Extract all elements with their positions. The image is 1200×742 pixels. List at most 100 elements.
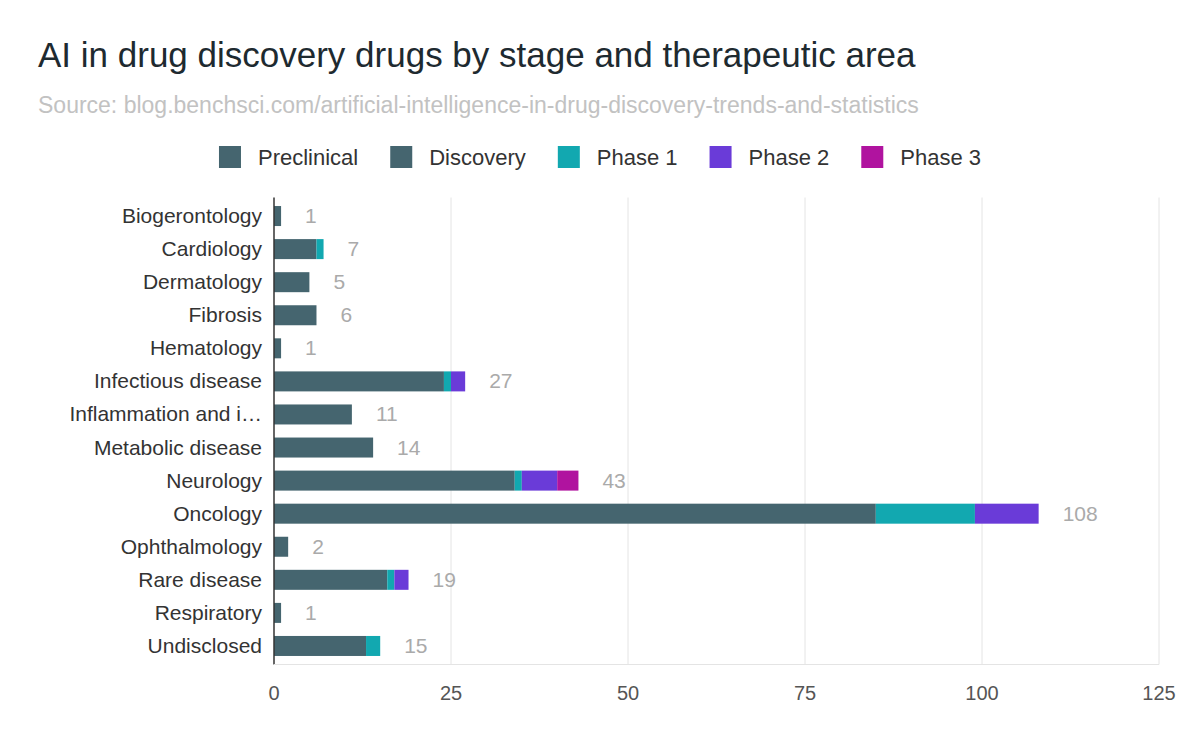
- total-label: 108: [1063, 502, 1098, 525]
- bar-segment: [380, 636, 381, 656]
- bar-segment: [876, 504, 975, 524]
- bar-segment: [288, 537, 289, 557]
- bar-segment: [380, 636, 381, 656]
- total-label: 43: [602, 469, 625, 492]
- bar-segment: [351, 404, 352, 424]
- bar-segment: [281, 338, 282, 358]
- legend-label: Phase 1: [597, 145, 678, 170]
- bar-segment: [274, 206, 281, 226]
- total-label: 14: [397, 436, 421, 459]
- total-label: 2: [312, 535, 324, 558]
- bar-segment: [281, 206, 282, 226]
- category-label: Fibrosis: [188, 303, 262, 326]
- bar-segment: [274, 438, 373, 458]
- bar-segment: [309, 272, 310, 292]
- total-label: 1: [305, 204, 317, 227]
- legend-label: Preclinical: [258, 145, 358, 170]
- bar-segment: [309, 272, 310, 292]
- bar-segment: [323, 239, 324, 259]
- bar-segment: [316, 305, 317, 325]
- bar-segment: [351, 404, 352, 424]
- bar-segment: [281, 338, 282, 358]
- legend-swatch: [219, 146, 241, 168]
- bar-segment: [274, 239, 316, 259]
- bar-segment: [274, 570, 387, 590]
- bar-segment: [1038, 504, 1039, 524]
- total-label: 19: [433, 568, 456, 591]
- bar-segment: [281, 206, 282, 226]
- bar-segment: [288, 537, 289, 557]
- bar-segment: [408, 570, 409, 590]
- category-label: Biogerontology: [122, 204, 263, 227]
- bar-segment: [281, 338, 282, 358]
- grid-line: [628, 198, 629, 665]
- tick-label: 100: [965, 682, 998, 704]
- tick-label: 25: [440, 682, 462, 704]
- legend-swatch: [390, 146, 412, 168]
- bar-segment: [316, 239, 323, 259]
- tick-label: 75: [794, 682, 816, 704]
- tick-label: 50: [617, 682, 639, 704]
- bar-segment: [281, 206, 282, 226]
- bar-segment: [373, 438, 374, 458]
- legend-swatch: [710, 146, 732, 168]
- bar-segment: [522, 471, 557, 491]
- total-label: 7: [348, 237, 360, 260]
- axis-line: [274, 664, 1159, 665]
- bar-segment: [274, 404, 352, 424]
- bar-segment: [288, 537, 289, 557]
- grid: [451, 198, 1159, 665]
- bar-segment: [373, 438, 374, 458]
- category-label: Infectious disease: [94, 369, 262, 392]
- category-label: Undisclosed: [148, 634, 262, 657]
- category-label: Dermatology: [143, 270, 263, 293]
- chart: AI in drug discovery drugs by stage and …: [0, 0, 1200, 742]
- total-label: 6: [340, 303, 352, 326]
- bar-segment: [274, 636, 366, 656]
- legend-label: Phase 2: [749, 145, 830, 170]
- total-label: 11: [376, 402, 398, 425]
- bar-segment: [274, 338, 281, 358]
- grid-line: [1159, 198, 1160, 665]
- total-label: 5: [333, 270, 345, 293]
- bar-segment: [309, 272, 310, 292]
- title: AI in drug discovery drugs by stage and …: [38, 35, 916, 74]
- bar-segment: [451, 371, 465, 391]
- tick-label: 125: [1142, 682, 1175, 704]
- bars: [274, 206, 1039, 656]
- bar-segment: [394, 570, 408, 590]
- bar-segment: [515, 471, 522, 491]
- bar-segment: [387, 570, 394, 590]
- bar-segment: [557, 471, 578, 491]
- bar-segment: [373, 438, 374, 458]
- bar-segment: [274, 305, 316, 325]
- bar-segment: [274, 504, 876, 524]
- category-label: Cardiology: [162, 237, 263, 260]
- bar-segment: [444, 371, 451, 391]
- total-label: 1: [305, 601, 317, 624]
- bar-segment: [281, 603, 282, 623]
- bar-segment: [274, 272, 309, 292]
- bar-segment: [274, 371, 444, 391]
- bar-segment: [281, 603, 282, 623]
- legend-swatch: [861, 146, 883, 168]
- legend-swatch: [558, 146, 580, 168]
- category-label: Metabolic disease: [94, 436, 262, 459]
- total-label: 27: [489, 369, 512, 392]
- bar-segment: [316, 305, 317, 325]
- category-label: Rare disease: [138, 568, 262, 591]
- category-label: Ophthalmology: [121, 535, 263, 558]
- bar-segment: [366, 636, 380, 656]
- total-label: 1: [305, 336, 317, 359]
- bar-segment: [281, 603, 282, 623]
- category-label: Respiratory: [155, 601, 263, 624]
- legend-label: Discovery: [429, 145, 526, 170]
- axis-line: [273, 198, 275, 665]
- total-label: 15: [404, 634, 427, 657]
- category-label: Oncology: [173, 502, 262, 525]
- grid-line: [805, 198, 806, 665]
- tick-label: 0: [268, 682, 279, 704]
- bar-segment: [281, 206, 282, 226]
- legend: PreclinicalDiscoveryPhase 1Phase 2Phase …: [219, 145, 981, 170]
- category-label: Neurology: [166, 469, 262, 492]
